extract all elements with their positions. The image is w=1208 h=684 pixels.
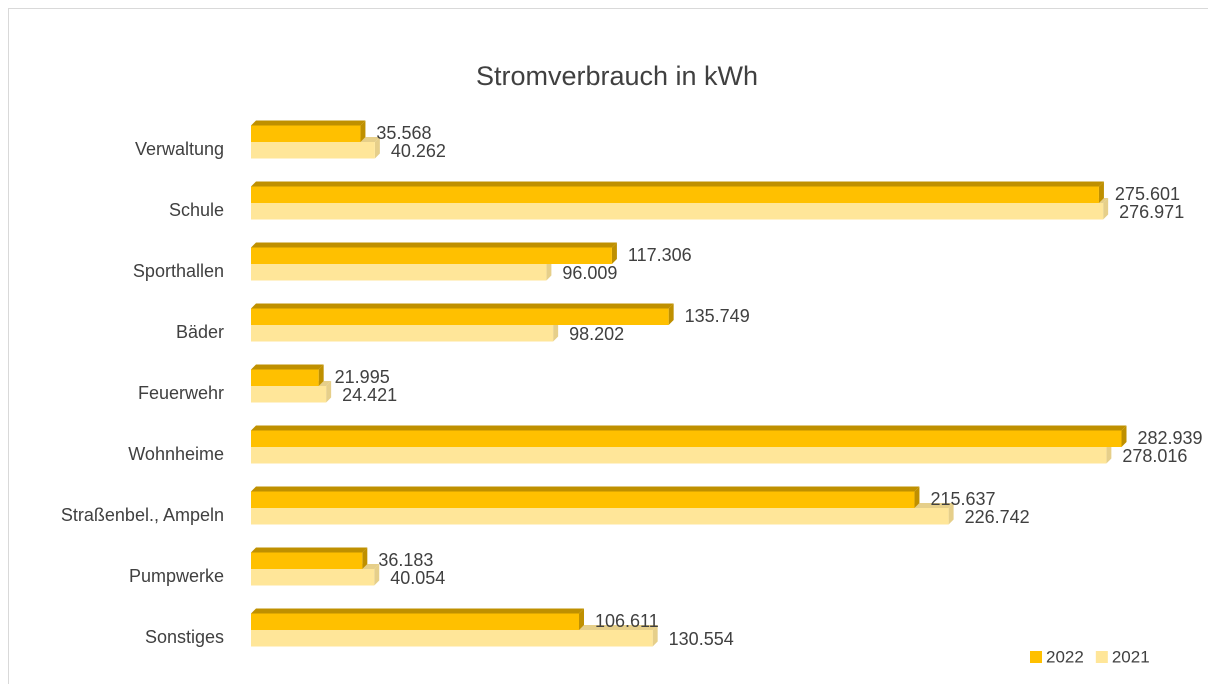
y-tick-label: Wohnheime: [128, 444, 224, 464]
bar: [251, 186, 1099, 203]
bar-side: [652, 625, 658, 647]
bar: [251, 247, 612, 264]
data-label: 117.306: [628, 245, 692, 265]
bar: [251, 447, 1107, 464]
bar: [251, 508, 949, 525]
bar-top: [251, 547, 368, 553]
y-tick-label: Pumpwerke: [129, 566, 224, 586]
data-label: 278.016: [1122, 446, 1187, 466]
data-label: 106.611: [595, 611, 659, 631]
bar-top: [251, 486, 920, 492]
bar-side: [362, 547, 368, 569]
bar: [251, 325, 554, 342]
legend-swatch: [1030, 651, 1042, 663]
bar-side: [360, 120, 366, 142]
bar: [251, 369, 319, 386]
data-label: 24.421: [342, 385, 397, 405]
data-label: 35.568: [376, 123, 431, 143]
bar-side: [553, 320, 559, 342]
bar: [251, 386, 327, 403]
data-label: 40.054: [390, 568, 445, 588]
y-tick-label: Feuerwehr: [138, 383, 224, 403]
bar: [251, 264, 547, 281]
bar: [251, 125, 361, 142]
bar-side: [579, 608, 585, 630]
bar: [251, 613, 580, 630]
bar-side: [914, 486, 920, 508]
bar: [251, 569, 375, 586]
data-label: 21.995: [335, 367, 390, 387]
y-tick-label: Schule: [169, 200, 224, 220]
legend-label: 2022: [1046, 647, 1084, 666]
chart-title: Stromverbrauch in kWh: [476, 61, 758, 91]
bar: [251, 430, 1122, 447]
bar-side: [611, 242, 617, 264]
data-label: 40.262: [391, 141, 446, 161]
data-label: 96.009: [562, 263, 617, 283]
data-label: 135.749: [685, 306, 750, 326]
data-label: 275.601: [1115, 184, 1180, 204]
legend-label: 2021: [1112, 647, 1150, 666]
bar-top: [251, 242, 617, 248]
y-tick-label: Verwaltung: [135, 139, 224, 159]
data-label: 36.183: [378, 550, 433, 570]
data-label: 276.971: [1119, 202, 1184, 222]
data-label: 226.742: [965, 507, 1030, 527]
bar-top: [251, 303, 674, 309]
bar-side: [326, 381, 332, 403]
bar: [251, 203, 1104, 220]
bar-top: [251, 608, 585, 614]
bar-side: [546, 259, 552, 281]
bar: [251, 630, 653, 647]
bar: [251, 552, 363, 569]
bar-side: [1121, 425, 1127, 447]
bar: [251, 142, 375, 159]
chart-border: [8, 8, 1208, 684]
bar-side: [1103, 198, 1109, 220]
bar-top: [251, 364, 324, 370]
bar-side: [948, 503, 954, 525]
bar: [251, 491, 915, 508]
bar-side: [1098, 181, 1104, 203]
bar-top: [251, 181, 1104, 187]
y-tick-label: Sonstiges: [145, 627, 224, 647]
legend-swatch: [1095, 651, 1108, 663]
y-tick-label: Sporthallen: [133, 261, 224, 281]
data-label: 130.554: [669, 629, 734, 649]
bar-top: [251, 425, 1127, 431]
data-label: 282.939: [1138, 428, 1203, 448]
y-tick-label: Bäder: [176, 322, 224, 342]
bar-side: [374, 137, 380, 159]
bar: [251, 308, 669, 325]
y-tick-label: Straßenbel., Ampeln: [61, 505, 224, 525]
data-label: 215.637: [930, 489, 995, 509]
bar-top: [251, 120, 366, 126]
data-label: 98.202: [569, 324, 624, 344]
bar-side: [668, 303, 674, 325]
bar-side: [318, 364, 324, 386]
bar-side: [1106, 442, 1112, 464]
bar-side: [374, 564, 380, 586]
